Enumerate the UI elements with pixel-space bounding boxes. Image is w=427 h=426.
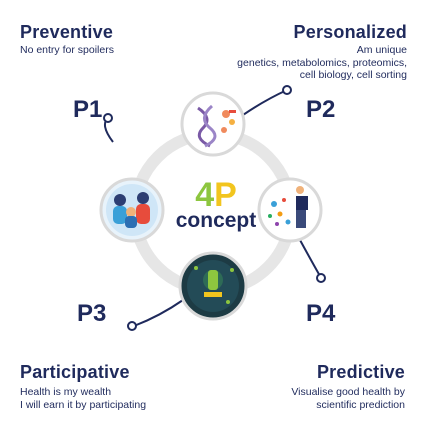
predictive-line-2: scientific prediction: [316, 398, 405, 411]
predictive-description: Visualise good health by scientific pred…: [205, 386, 405, 411]
predictive-title: Predictive: [316, 362, 405, 382]
family-icon: [99, 177, 165, 243]
p4-connector: [299, 239, 321, 277]
participative-description: Health is my wealth I will earn it by pa…: [20, 386, 146, 411]
center-p: P: [214, 176, 237, 214]
p2-label: P2: [306, 96, 336, 123]
personalized-line-2: genetics, metabolomics, proteomics,: [237, 56, 407, 69]
p4-connector-dot: [316, 273, 326, 283]
participative-line-2: I will earn it by participating: [20, 398, 147, 411]
microscope-icon: [178, 251, 248, 321]
scientist-data-icon: [257, 177, 323, 243]
dna-icon: [180, 91, 246, 157]
center-four: 4: [195, 176, 215, 214]
p2-connector-dot: [282, 85, 292, 95]
p3-connector-dot: [127, 321, 137, 331]
center-4p-concept: 4P concept: [166, 178, 266, 232]
center-concept-word: concept: [175, 209, 257, 232]
personalized-line-1: Am unique: [356, 44, 407, 56]
participative-line-1: Health is my wealth: [20, 386, 112, 398]
p3-label: P3: [77, 300, 107, 327]
personalized-description: Am unique genetics, metabolomics, proteo…: [167, 44, 407, 82]
p2-connector: [242, 89, 288, 116]
personalized-line-3: cell biology, cell sorting: [299, 69, 407, 81]
p1-connector-dot: [103, 113, 113, 123]
personalized-title: Personalized: [293, 22, 407, 42]
p1-label: P1: [73, 96, 103, 123]
participative-title: Participative: [20, 362, 130, 382]
predictive-line-1: Visualise good health by: [291, 386, 405, 398]
p3-connector: [133, 299, 184, 327]
preventive-title: Preventive: [20, 22, 114, 42]
preventive-description: No entry for spoilers: [20, 44, 114, 56]
p4-label: P4: [306, 300, 336, 327]
